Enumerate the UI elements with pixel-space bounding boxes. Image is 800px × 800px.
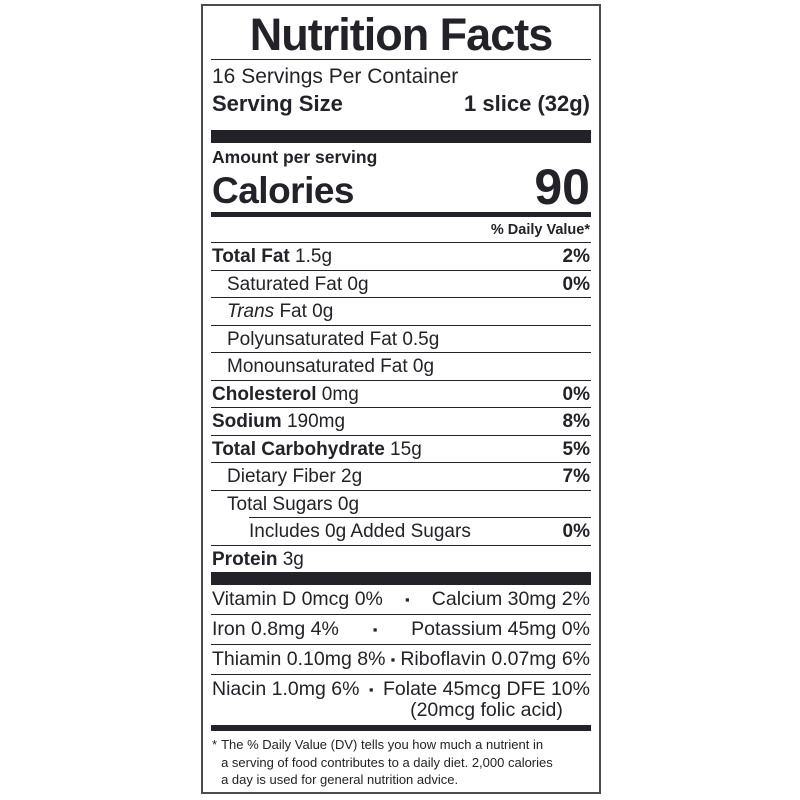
vitamin-row-iron-potassium: Iron 0.8mg 4% ▪ Potassium 45mg 0% bbox=[211, 615, 591, 645]
nutrient-row-trans-fat: Trans Fat 0g bbox=[211, 298, 591, 326]
nutrient-bold-part: Sodium bbox=[212, 411, 282, 432]
vitamin-right: Potassium 45mg 0% bbox=[411, 619, 590, 640]
vitamin-right-line1: Calcium 30mg 2% bbox=[431, 588, 590, 610]
vitamin-right-line1: Riboflavin 0.07mg 6% bbox=[400, 648, 590, 670]
vitamin-right: Calcium 30mg 2% bbox=[432, 589, 590, 610]
nutrient-dv: 7% bbox=[562, 466, 590, 487]
servings-per-container: 16 Servings Per Container bbox=[212, 65, 459, 88]
vitamin-right: Riboflavin 0.07mg 6% bbox=[400, 649, 590, 670]
nutrient-row-total-carbohydrate: Total Carbohydrate 15g 5% bbox=[211, 436, 591, 463]
nutrient-dv: 0% bbox=[562, 383, 590, 405]
vitamin-row-thiamin-riboflavin: Thiamin 0.10mg 8% ▪ Riboflavin 0.07mg 6% bbox=[211, 645, 591, 675]
daily-value-header: % Daily Value* bbox=[211, 217, 591, 243]
nutrient-bold-part: Total Carbohydrate bbox=[212, 438, 385, 460]
nutrient-dv: 0% bbox=[562, 521, 590, 542]
vitamin-right-line1: Potassium 45mg 0% bbox=[411, 618, 590, 640]
nutrient-bold-part: Cholesterol bbox=[212, 383, 317, 405]
calories-value: 90 bbox=[534, 159, 590, 215]
nutrient-name: Monounsaturated Fat 0g bbox=[227, 356, 434, 377]
vitamin-row-vitd-calcium: Vitamin D 0mcg 0% ▪ Calcium 30mg 2% bbox=[211, 585, 591, 615]
nutrient-name: Dietary Fiber 2g bbox=[227, 466, 362, 487]
vitamin-left: Vitamin D 0mcg 0% bbox=[212, 588, 383, 610]
nutrient-text-part: 3g bbox=[277, 548, 304, 570]
nutrient-dv: 5% bbox=[562, 438, 590, 460]
nutrient-name: Polyunsaturated Fat 0.5g bbox=[227, 329, 439, 350]
nutrient-name: Total Fat 1.5g bbox=[212, 246, 332, 267]
nutrient-bold-part: Total Fat bbox=[212, 246, 290, 267]
nutrient-text-part: Dietary Fiber 2g bbox=[227, 466, 363, 487]
nutrient-name: Includes 0g Added Sugars bbox=[249, 521, 471, 542]
bullet-icon: ▪ bbox=[368, 682, 374, 697]
calories-label: Calories bbox=[212, 169, 355, 211]
nutrient-text-part: Total Sugars 0g bbox=[227, 493, 360, 515]
label-title: Nutrition Facts bbox=[249, 9, 554, 60]
nutrient-name: Total Sugars 0g bbox=[227, 494, 359, 515]
nutrient-text-part: Includes 0g Added Sugars bbox=[249, 521, 471, 542]
footnote-divider-bar bbox=[211, 725, 591, 731]
nutrient-text-part: 190mg bbox=[281, 411, 346, 432]
serving-size-row: Serving Size 1 slice (32g) bbox=[211, 89, 591, 122]
vitamin-right: Folate 45mcg DFE 10% (20mcg folic acid) bbox=[383, 679, 590, 721]
nutrient-text-part: Fat 0g bbox=[274, 301, 334, 322]
nutrient-row-total-sugars: Total Sugars 0g bbox=[211, 491, 591, 518]
nutrient-row-protein: Protein 3g bbox=[211, 544, 591, 573]
bullet-icon: ▪ bbox=[390, 652, 396, 667]
serving-size-value: 1 slice (32g) bbox=[464, 91, 590, 116]
nutrient-text-part: 0mg bbox=[316, 383, 359, 405]
vitamin-right-line1: Folate 45mcg DFE 10% bbox=[382, 678, 590, 700]
nutrient-row-polyunsaturated-fat: Polyunsaturated Fat 0.5g bbox=[211, 326, 591, 353]
bullet-icon: ▪ bbox=[405, 592, 410, 607]
calories-divider-bar bbox=[211, 212, 591, 217]
nutrient-text-part: Saturated Fat 0g bbox=[227, 273, 369, 295]
footnote-line: a serving of food contributes to a daily… bbox=[221, 754, 553, 770]
nutrient-row-total-fat: Total Fat 1.5g 2% bbox=[211, 243, 591, 271]
section-bar-top bbox=[211, 130, 591, 143]
nutrient-italic-part: Trans bbox=[227, 301, 275, 322]
serving-size-label: Serving Size bbox=[212, 91, 343, 116]
nutrient-bold-part: Protein bbox=[212, 548, 278, 570]
footnote-line: The % Daily Value (DV) tells you how muc… bbox=[221, 737, 544, 752]
calories-row: Calories 90 bbox=[211, 159, 591, 215]
nutrient-name: Saturated Fat 0g bbox=[227, 274, 369, 295]
nutrient-text-part: Polyunsaturated Fat 0.5g bbox=[227, 328, 440, 350]
vitamin-left: Iron 0.8mg 4% bbox=[212, 618, 339, 640]
nutrient-row-saturated-fat: Saturated Fat 0g 0% bbox=[211, 271, 591, 298]
nutrient-text-part: 15g bbox=[384, 438, 422, 460]
nutrient-text-part: 1.5g bbox=[289, 246, 333, 267]
nutrient-text-part: Monounsaturated Fat 0g bbox=[227, 356, 435, 377]
amount-per-serving: Amount per serving bbox=[212, 147, 378, 167]
nutrient-row-added-sugars: Includes 0g Added Sugars 0% bbox=[249, 517, 591, 545]
nutrient-name: Total Carbohydrate 15g bbox=[212, 439, 422, 460]
nutrient-name: Cholesterol 0mg bbox=[212, 384, 359, 405]
vitamin-left: Niacin 1.0mg 6% bbox=[212, 678, 360, 700]
nutrient-row-sodium: Sodium 190mg 8% bbox=[211, 408, 591, 436]
nutrient-name: Protein 3g bbox=[212, 549, 304, 570]
nutrient-row-cholesterol: Cholesterol 0mg 0% bbox=[211, 381, 591, 408]
nutrient-dv: 8% bbox=[562, 411, 590, 432]
nutrient-name: Sodium 190mg bbox=[212, 411, 345, 432]
vitamin-left: Thiamin 0.10mg 8% bbox=[212, 648, 386, 670]
section-bar-vitamins bbox=[211, 572, 591, 585]
footnote-text: The % Daily Value (DV) tells you how muc… bbox=[221, 736, 553, 789]
nutrition-facts-label: Nutrition Facts 16 Servings Per Containe… bbox=[201, 4, 601, 794]
nutrient-dv: 0% bbox=[562, 273, 590, 295]
nutrient-row-monounsaturated-fat: Monounsaturated Fat 0g bbox=[211, 353, 591, 381]
nutrient-dv: 2% bbox=[562, 246, 590, 267]
vitamin-row-niacin-folate: Niacin 1.0mg 6% ▪ Folate 45mcg DFE 10% (… bbox=[211, 675, 591, 723]
nutrient-row-dietary-fiber: Dietary Fiber 2g 7% bbox=[211, 463, 591, 491]
footnote-line: a day is used for general nutrition advi… bbox=[221, 772, 459, 787]
vitamin-right-line2: (20mcg folic acid) bbox=[410, 699, 563, 721]
footnote-asterisk: * bbox=[212, 737, 218, 752]
bullet-icon: ▪ bbox=[372, 622, 378, 637]
nutrient-name: Trans Fat 0g bbox=[227, 301, 333, 322]
title-divider bbox=[211, 59, 591, 60]
footnote: * The % Daily Value (DV) tells you how m… bbox=[211, 731, 591, 789]
